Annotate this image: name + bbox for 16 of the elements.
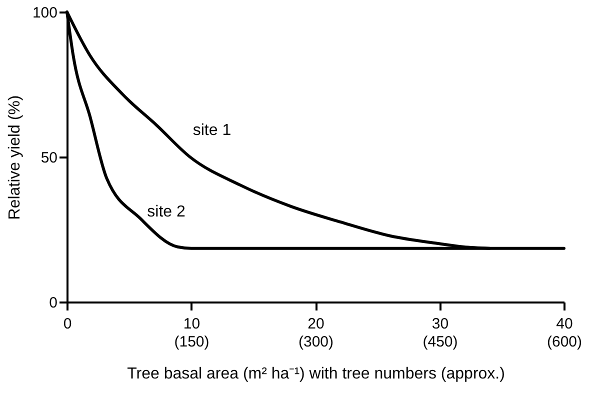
x2-tick-label: (150)	[174, 334, 210, 350]
x-tick-label: 10	[183, 316, 200, 332]
series-label: site 1	[192, 122, 232, 139]
x-tick-label: 30	[432, 316, 449, 332]
x2-tick-label: (300)	[298, 334, 334, 350]
x-tick-label: 40	[556, 316, 573, 332]
y-tick-label: 50	[40, 150, 58, 166]
x2-tick-label: (600)	[546, 334, 582, 350]
x-tick-label: 20	[308, 316, 324, 332]
y-tick-label: 100	[32, 4, 58, 22]
y-axis-title: Relative yield (%)	[6, 95, 24, 220]
series-label: site 2	[147, 203, 186, 220]
x2-tick-label: (450)	[422, 334, 458, 350]
x-axis-title: Tree basal area (m² ha⁻¹) with tree numbers (approx.)	[127, 366, 505, 382]
y-tick-label: 0	[49, 294, 58, 312]
x-tick-label: 0	[63, 316, 72, 332]
